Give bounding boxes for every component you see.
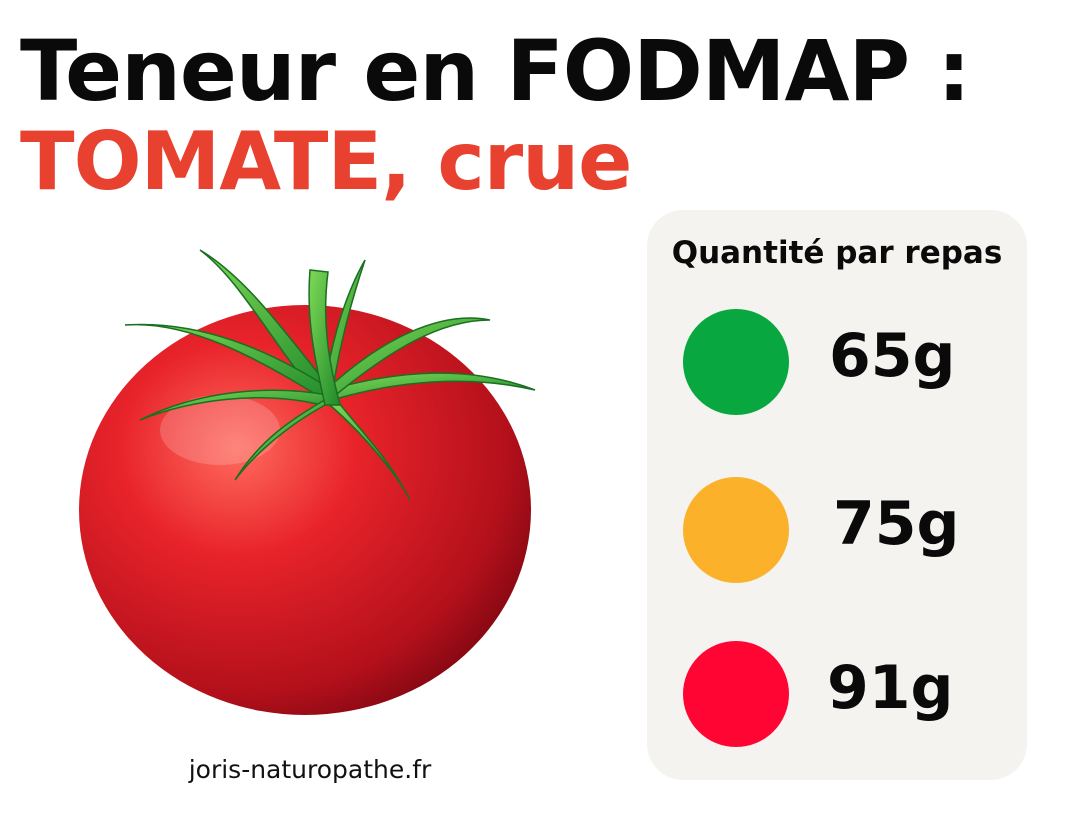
- tomato-image: [79, 249, 536, 715]
- level-row-low: 65g: [683, 309, 1013, 415]
- website-link[interactable]: joris-naturopathe.fr: [188, 755, 432, 784]
- level-value: 75g: [833, 489, 960, 559]
- red-dot-icon: [683, 641, 789, 747]
- green-dot-icon: [683, 309, 789, 415]
- level-value: 65g: [829, 321, 956, 391]
- portion-panel: Quantité par repas 65g 75g 91g: [647, 210, 1027, 780]
- level-row-medium: 75g: [683, 477, 1013, 583]
- page-subtitle: TOMATE, crue: [20, 115, 632, 208]
- level-value: 91g: [827, 653, 954, 723]
- page-title: Teneur en FODMAP :: [20, 22, 971, 120]
- level-row-high: 91g: [683, 641, 1013, 747]
- panel-title: Quantité par repas: [671, 235, 1003, 271]
- orange-dot-icon: [683, 477, 789, 583]
